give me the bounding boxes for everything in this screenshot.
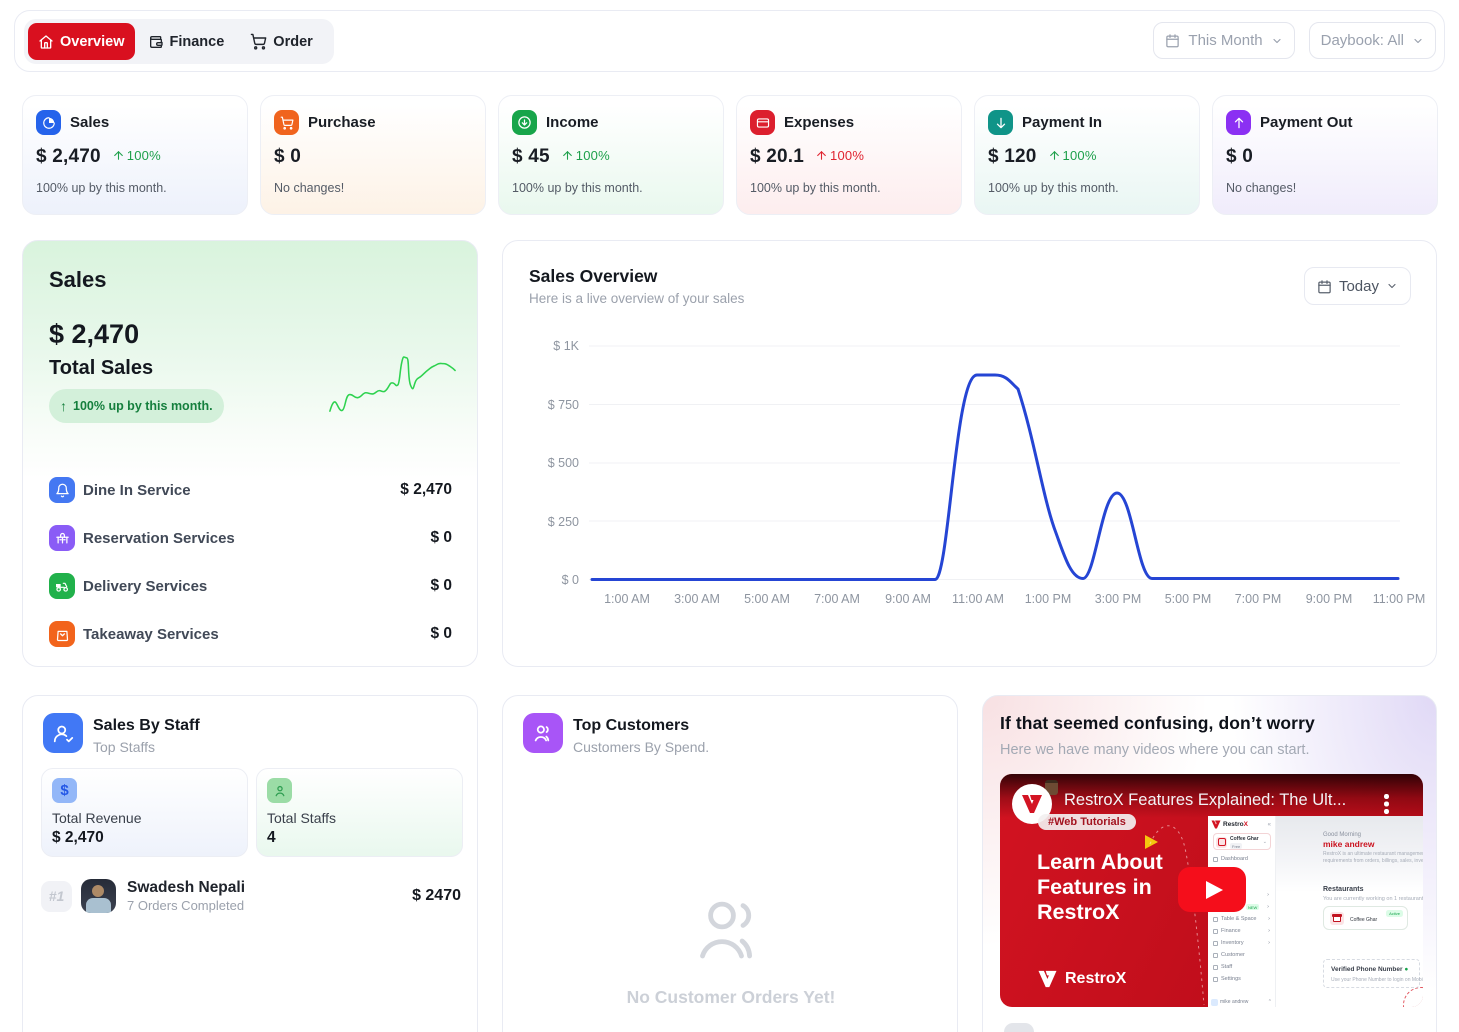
svg-text:7:00 AM: 7:00 AM [814, 592, 860, 606]
svg-text:7:00 PM: 7:00 PM [1235, 592, 1282, 606]
svg-text:$ 0: $ 0 [562, 573, 579, 587]
svg-text:$ 750: $ 750 [548, 398, 579, 412]
svg-text:1:00 PM: 1:00 PM [1025, 592, 1072, 606]
svg-text:5:00 AM: 5:00 AM [744, 592, 790, 606]
svg-text:11:00 AM: 11:00 AM [952, 592, 1004, 606]
svg-text:9:00 PM: 9:00 PM [1306, 592, 1353, 606]
svg-text:$ 1K: $ 1K [553, 339, 579, 353]
svg-text:3:00 PM: 3:00 PM [1095, 592, 1142, 606]
svg-text:11:00 PM: 11:00 PM [1373, 592, 1426, 606]
svg-text:9:00 AM: 9:00 AM [885, 592, 931, 606]
svg-text:$ 250: $ 250 [548, 515, 579, 529]
svg-text:5:00 PM: 5:00 PM [1165, 592, 1212, 606]
svg-text:$ 500: $ 500 [548, 456, 579, 470]
svg-text:1:00 AM: 1:00 AM [604, 592, 650, 606]
svg-text:3:00 AM: 3:00 AM [674, 592, 720, 606]
